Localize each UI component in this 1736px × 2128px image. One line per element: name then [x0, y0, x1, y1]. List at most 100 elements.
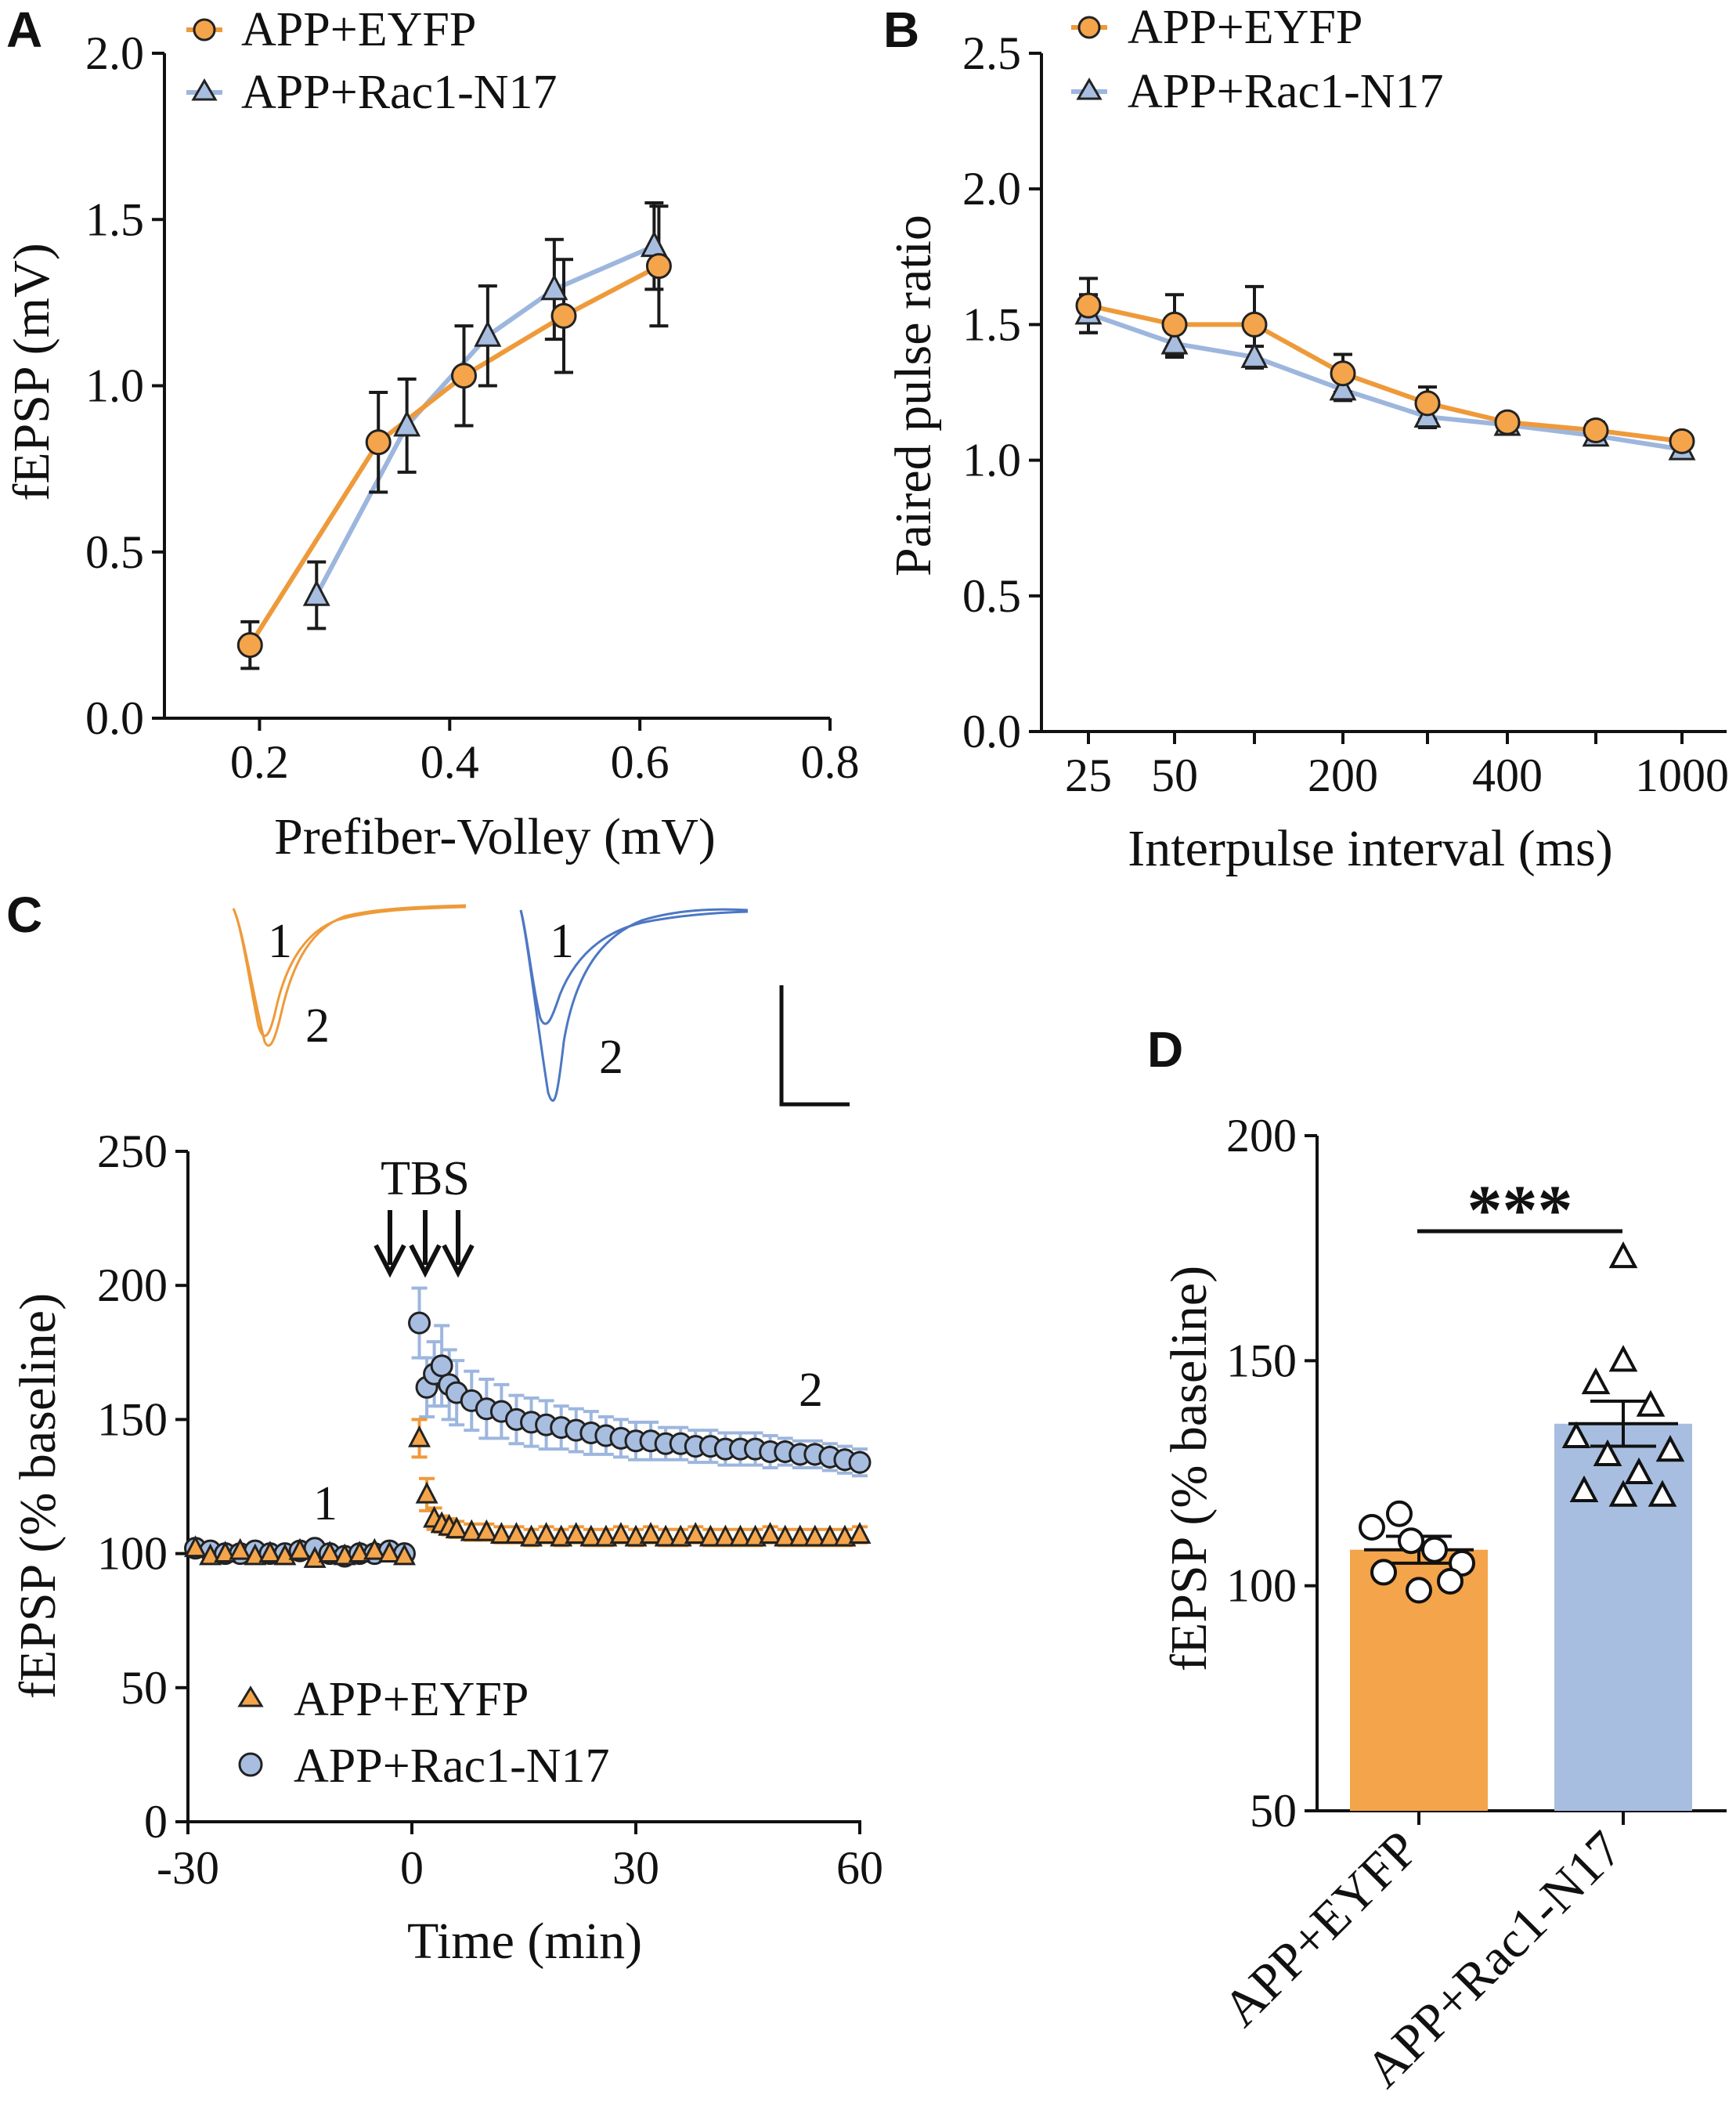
panel-a-legend: APP+EYFP APP+Rac1-N17	[186, 3, 558, 119]
individual-point-rac1	[1593, 1439, 1622, 1467]
panel-a-y-tick-label: 0.5	[85, 526, 144, 578]
data-point-eyfp	[669, 1524, 692, 1547]
panel-a-y-tick-label: 2.0	[85, 27, 144, 79]
data-point-eyfp	[199, 1543, 222, 1566]
data-point-eyfp	[848, 1522, 872, 1545]
panel-c-x-tick-label: -30	[157, 1842, 219, 1894]
data-point-eyfp	[684, 1522, 707, 1545]
panel-d-x-tick-eyfp: APP+EYFP	[1212, 1820, 1430, 2038]
panel-c-y-tick-label: 200	[97, 1259, 168, 1311]
panel-b-y-tick-label: 2.5	[962, 27, 1021, 79]
trace-eyfp-baseline	[232, 905, 467, 1038]
individual-point-rac1	[1561, 1421, 1591, 1449]
individual-point-rac1	[1608, 1345, 1638, 1372]
series-line-rac1	[1088, 311, 1683, 452]
data-point-rac1	[1160, 327, 1189, 355]
data-point-eyfp	[550, 302, 577, 329]
panel-c-x-tick-label: 0	[400, 1842, 424, 1894]
individual-point-rac1	[1608, 1241, 1638, 1269]
individual-point-eyfp	[1437, 1567, 1464, 1595]
time-marker-2: 2	[799, 1364, 823, 1417]
data-point-rac1	[640, 230, 668, 258]
data-point-eyfp	[377, 1541, 401, 1563]
trace-eyfp-post	[232, 904, 467, 1047]
data-point-eyfp	[318, 1541, 341, 1563]
panel-c-y-tick-label: 50	[121, 1662, 168, 1714]
individual-point-eyfp	[1370, 1559, 1397, 1586]
individual-point-rac1	[1648, 1479, 1677, 1507]
data-point-eyfp	[415, 1481, 439, 1504]
panel-a-label: A	[6, 2, 42, 58]
panel-b-y-tick-label: 0.5	[962, 570, 1021, 622]
panel-c-y-tick-label: 100	[97, 1528, 168, 1580]
panel-a: A 0.0 0.5 1.0 1.5 2.0 0.2 0.4 0.6 0.8 Prefiber-V…	[3, 2, 860, 865]
data-point-eyfp	[594, 1524, 618, 1547]
data-point-eyfp	[184, 1535, 208, 1558]
trace-rac1-post	[519, 908, 749, 1102]
panel-a-x-tick-label: 0.6	[611, 736, 669, 788]
legend-swatch-triangle-eyfp	[237, 1685, 264, 1707]
panel-b-y-tick-label: 1.0	[962, 435, 1021, 486]
panel-b-y-tick-label: 1.5	[962, 298, 1021, 350]
data-point-eyfp	[504, 1522, 528, 1545]
data-point-rac1	[540, 273, 568, 301]
data-point-eyfp	[833, 1524, 857, 1547]
panel-c-marks	[184, 1286, 872, 1568]
individual-point-eyfp	[1386, 1500, 1413, 1527]
legend-swatch-circle-eyfp	[193, 18, 216, 42]
data-point-eyfp	[698, 1524, 722, 1547]
data-point-rac1	[1240, 341, 1269, 368]
panel-b-y-tick-label: 0.0	[962, 706, 1021, 757]
panel-d-y-tick-label: 100	[1226, 1560, 1297, 1612]
individual-point-rac1	[1624, 1457, 1654, 1484]
data-point-eyfp	[520, 1524, 543, 1547]
data-point-eyfp	[333, 1543, 356, 1566]
significance-stars: ***	[1467, 1172, 1573, 1249]
panel-a-x-tick-label: 0.4	[420, 736, 479, 788]
panel-c-x-label: Time (min)	[407, 1913, 642, 1970]
legend-swatch-circle-rac1	[238, 1752, 263, 1777]
panel-a-x-tick-label: 0.8	[801, 736, 860, 788]
panel-c-label: C	[6, 887, 42, 943]
trace-rac1-label-2: 2	[599, 1031, 623, 1084]
individual-point-rac1	[1636, 1389, 1666, 1417]
data-point-eyfp	[445, 1516, 468, 1539]
panel-a-x-tick-label: 0.2	[230, 736, 289, 788]
data-point-rac1	[393, 410, 421, 437]
data-point-eyfp	[451, 363, 477, 389]
data-point-eyfp	[624, 1524, 648, 1547]
data-point-eyfp	[818, 1524, 842, 1547]
panel-d-y-tick-label: 200	[1226, 1110, 1297, 1162]
data-point-eyfp	[609, 1522, 633, 1545]
data-point-eyfp	[579, 1524, 603, 1547]
data-point-eyfp	[565, 1522, 588, 1545]
panel-a-y-tick-label: 1.5	[85, 193, 144, 245]
panel-c-legend-label-eyfp: APP+EYFP	[294, 1673, 529, 1726]
panel-b-x-tick-label: 25	[1065, 750, 1112, 801]
panel-b-marks	[1074, 276, 1696, 461]
panel-a-y-label: fEPSP (mV)	[3, 243, 60, 500]
sem-bar	[1568, 1400, 1678, 1448]
data-point-eyfp	[244, 1543, 267, 1566]
data-point-eyfp	[639, 1522, 662, 1545]
panel-c-legend: APP+EYFP APP+Rac1-N17	[237, 1673, 610, 1793]
panel-d-y-tick-label: 150	[1226, 1335, 1297, 1386]
panel-b-x-tick-label: 1000	[1635, 750, 1729, 801]
data-point-rac1	[1329, 374, 1357, 401]
data-point-eyfp	[744, 1524, 767, 1547]
data-point-eyfp	[654, 1524, 677, 1547]
panel-a-axes: 0.0 0.5 1.0 1.5 2.0 0.2 0.4 0.6 0.8	[85, 27, 860, 788]
panel-c-x-tick-label: 60	[836, 1842, 883, 1894]
data-point-eyfp	[1075, 292, 1102, 319]
data-point-eyfp	[774, 1524, 797, 1547]
panel-b-x-tick-label: 50	[1151, 750, 1198, 801]
individual-point-eyfp	[1398, 1527, 1424, 1555]
panel-c-y-label: fEPSP (% baseline)	[9, 1293, 67, 1699]
individual-point-eyfp	[1406, 1577, 1432, 1604]
data-point-eyfp	[288, 1537, 312, 1560]
data-point-eyfp	[535, 1522, 558, 1545]
series-line-eyfp	[247, 264, 660, 647]
data-point-eyfp	[789, 1524, 812, 1547]
